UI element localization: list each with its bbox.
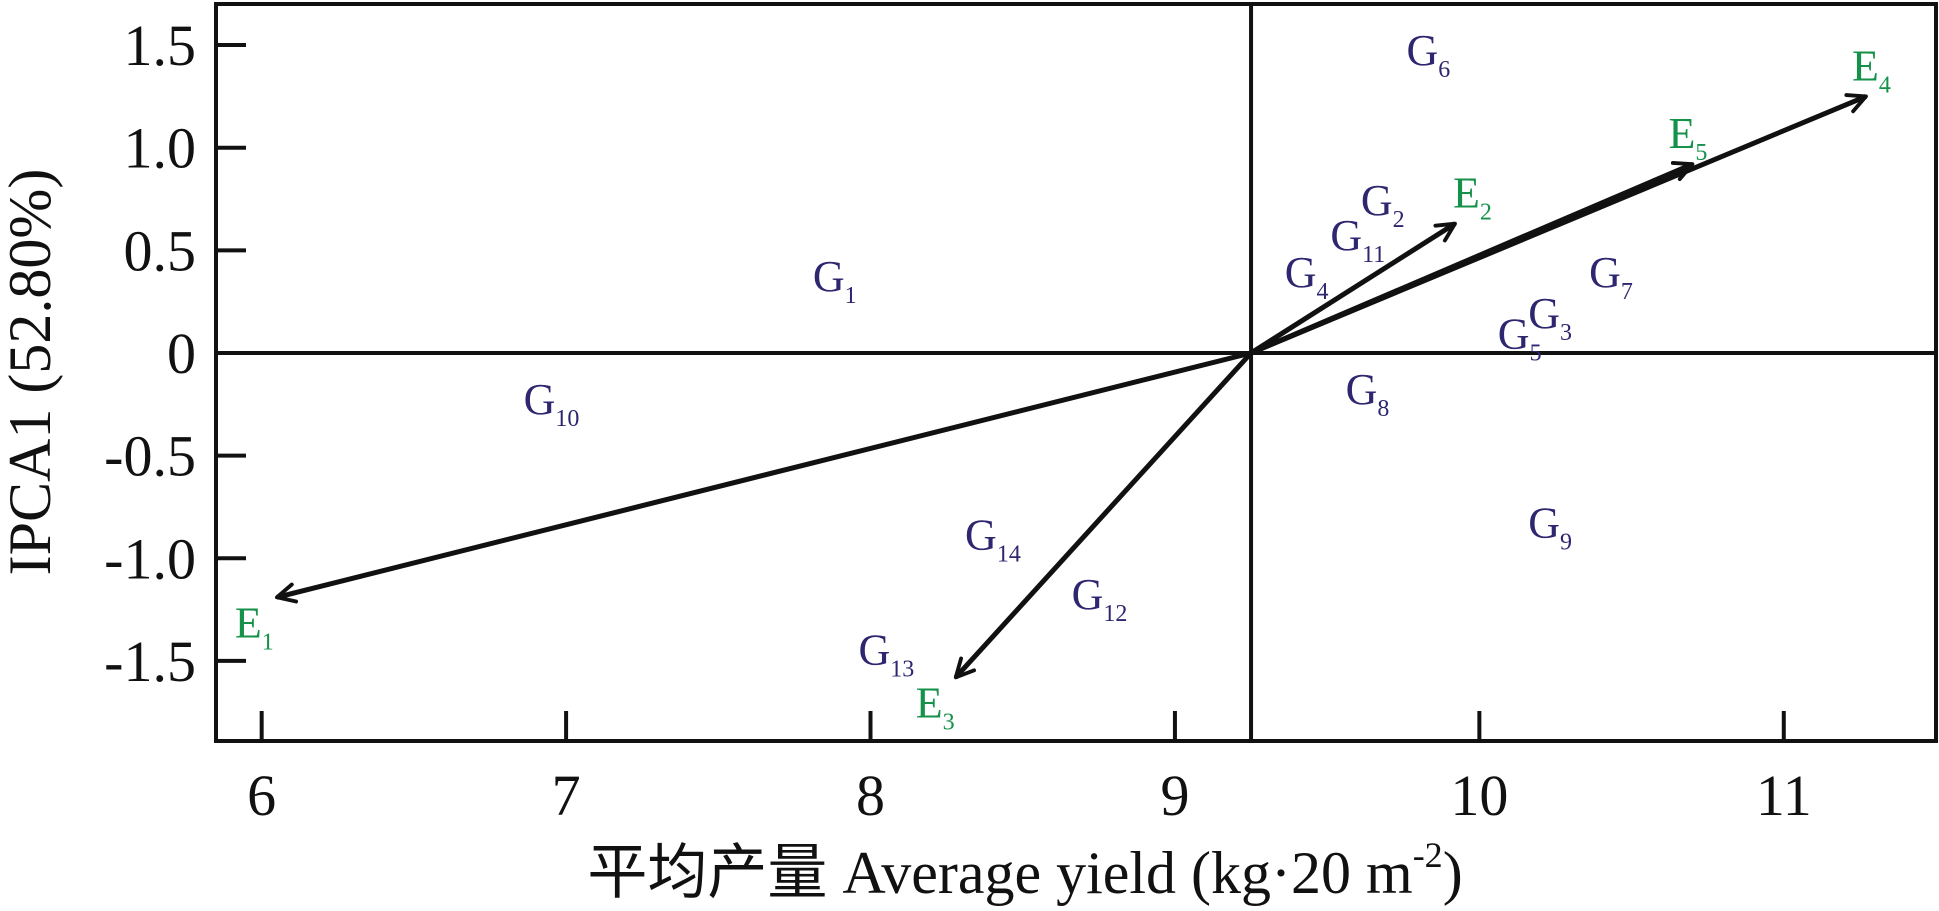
y-axis-ticks: 1.5 1.0 0.5 0 -0.5 -1.0 -1.5 — [104, 13, 246, 694]
genotype-label-g3: G3 — [1528, 289, 1572, 346]
genotype-label-g5-subscript: 5 — [1530, 340, 1542, 366]
genotype-label-g4-subscript: 4 — [1316, 279, 1328, 305]
genotype-label-g6-subscript: 6 — [1438, 57, 1450, 83]
x-tick-label: 7 — [552, 763, 581, 828]
environment-label-e3-subscript: 3 — [943, 709, 955, 735]
genotype-label-g12-subscript: 12 — [1103, 601, 1127, 627]
genotype-label-g7-letter: G — [1589, 248, 1621, 297]
genotype-label-g13: G13 — [859, 626, 915, 683]
environment-label-e3-letter: E — [916, 678, 943, 727]
genotype-label-g1-subscript: 1 — [845, 283, 857, 309]
genotype-label-g11-letter: G — [1330, 211, 1362, 260]
environment-label-e2: E2 — [1453, 169, 1492, 226]
genotype-label-g14-letter: G — [965, 511, 997, 560]
x-tick-label: 9 — [1160, 763, 1189, 828]
x-axis-title-main: 平均产量 Average yield (kg·20 m — [587, 840, 1412, 906]
genotype-label-g4: G4 — [1285, 248, 1329, 305]
environment-label-e1-letter: E — [235, 598, 262, 647]
genotype-label-g14-subscript: 14 — [997, 542, 1021, 568]
y-tick-label: -1.0 — [104, 526, 196, 591]
environment-vector-e1 — [274, 350, 1252, 604]
y-tick-label: -1.5 — [104, 629, 196, 694]
plot-frame — [214, 2, 1938, 743]
environment-label-e5-subscript: 5 — [1695, 140, 1707, 166]
genotype-label-g6-letter: G — [1406, 26, 1438, 75]
genotype-label-g1: G1 — [813, 252, 857, 309]
x-axis-ticks: 6 7 8 9 10 11 — [247, 711, 1812, 828]
x-tick-label: 11 — [1756, 763, 1812, 828]
environment-vectors — [274, 93, 1868, 680]
x-tick-label: 10 — [1450, 763, 1508, 828]
environment-label-e5-letter: E — [1668, 109, 1695, 158]
genotype-label-g9-letter: G — [1528, 498, 1560, 547]
genotype-label-g8-letter: G — [1346, 365, 1378, 414]
genotype-label-g7: G7 — [1589, 248, 1633, 305]
genotype-label-g4-letter: G — [1285, 248, 1317, 297]
genotype-label-g2: G2 — [1361, 176, 1405, 233]
environment-label-e2-subscript: 2 — [1480, 200, 1492, 226]
genotype-label-g13-letter: G — [859, 626, 891, 675]
environment-label-e2-letter: E — [1453, 169, 1480, 218]
genotype-label-g9-subscript: 9 — [1560, 529, 1572, 555]
x-axis-title-superscript: -2 — [1413, 835, 1443, 875]
environment-vector-e2 — [1249, 221, 1457, 356]
genotype-label-g2-subscript: 2 — [1393, 207, 1405, 233]
genotype-label-g2-letter: G — [1361, 176, 1393, 225]
genotype-label-g10: G10 — [524, 375, 580, 432]
x-tick-label: 6 — [247, 763, 276, 828]
genotype-label-g3-subscript: 3 — [1560, 320, 1572, 346]
genotype-label-g12-letter: G — [1072, 570, 1104, 619]
environment-label-e5: E5 — [1668, 109, 1707, 166]
genotype-label-g1-letter: G — [813, 252, 845, 301]
environment-vector-e5 — [1250, 161, 1695, 356]
y-tick-label: 1.0 — [124, 116, 197, 181]
environment-label-e4-letter: E — [1852, 41, 1879, 90]
y-tick-label: 1.5 — [124, 13, 197, 78]
genotype-label-g8: G8 — [1346, 365, 1390, 422]
genotype-label-g7-subscript: 7 — [1621, 279, 1633, 305]
x-axis-title: 平均产量 Average yield (kg·20 m-2) — [587, 835, 1462, 906]
genotype-label-g10-letter: G — [524, 375, 556, 424]
environment-label-e1: E1 — [235, 598, 274, 655]
environment-label-e3: E3 — [916, 678, 955, 735]
genotype-label-g11-subscript: 11 — [1362, 242, 1385, 268]
y-tick-label: -0.5 — [104, 424, 196, 489]
y-tick-label: 0 — [167, 321, 196, 386]
genotype-label-g13-subscript: 13 — [890, 657, 914, 683]
x-axis-title-end: ) — [1443, 840, 1463, 906]
x-tick-label: 8 — [856, 763, 885, 828]
y-tick-label: 0.5 — [124, 218, 197, 283]
genotype-label-g3-letter: G — [1528, 289, 1560, 338]
genotype-label-g14: G14 — [965, 511, 1021, 568]
genotype-label-g12: G12 — [1072, 570, 1128, 627]
genotype-label-g9: G9 — [1528, 498, 1572, 555]
genotype-label-g5: G5 — [1498, 309, 1542, 366]
environment-label-e4-subscript: 4 — [1879, 72, 1891, 98]
y-axis-title: IPCA1 (52.80%) — [0, 169, 63, 576]
genotype-label-g10-subscript: 10 — [555, 406, 579, 432]
genotype-label-g5-letter: G — [1498, 309, 1530, 358]
genotype-label-g11: G11 — [1330, 211, 1385, 268]
genotype-label-g6: G6 — [1406, 26, 1450, 83]
genotype-label-g8-subscript: 8 — [1377, 396, 1389, 422]
environment-label-e1-subscript: 1 — [262, 629, 274, 655]
environment-label-e4: E4 — [1852, 41, 1891, 98]
environment-vector-e3 — [953, 351, 1253, 680]
